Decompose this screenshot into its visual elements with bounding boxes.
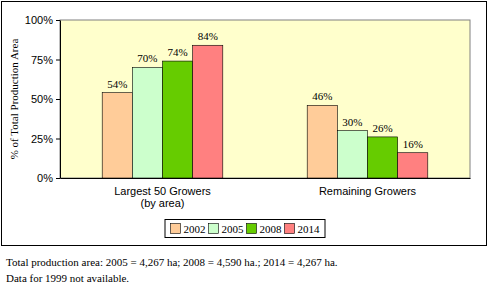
y-tick: 100% — [25, 14, 60, 26]
y-tick: 25% — [31, 133, 60, 145]
y-axis-title: % of Total Production Area — [8, 39, 20, 160]
legend-label: 2008 — [260, 223, 283, 235]
y-tick: 75% — [31, 54, 60, 66]
plot: 54% 46% 70% 30% 74% 26% 84% 16% 0% 25% 50% 75% 100% L… — [25, 14, 471, 209]
chart-frame — [2, 2, 487, 246]
x-tick-label-line: Remaining Growers — [319, 185, 417, 197]
bar — [337, 131, 367, 178]
x-tick-label-line: Largest 50 Growers — [114, 185, 211, 197]
x-tick-label: Largest 50 Growers(by area) — [114, 185, 211, 210]
legend-label: 2002 — [184, 223, 206, 235]
bars — [102, 45, 428, 178]
data-label: 70% — [137, 52, 157, 64]
data-labels: 54% 46% 70% 30% 74% 26% 84% 16% — [107, 30, 423, 149]
x-axis-line — [61, 178, 471, 179]
y-tick: 50% — [31, 93, 60, 105]
legend-swatch — [285, 224, 295, 234]
bar — [398, 153, 428, 178]
y-tick-mark — [56, 178, 60, 179]
legend-frame — [165, 220, 325, 238]
footnote: Data for 1999 not available. — [6, 272, 129, 284]
bar — [163, 61, 193, 178]
x-tick-label-line: (by area) — [140, 197, 184, 209]
data-label: 16% — [403, 138, 423, 150]
x-tick: Largest 50 Growers(by area) — [114, 185, 211, 210]
y-tick-label: 0% — [37, 172, 53, 184]
y-tick-mark — [56, 20, 60, 21]
data-label: 26% — [372, 122, 392, 134]
plot-area — [60, 20, 470, 178]
footnote: Total production area: 2005 = 4,267 ha; … — [6, 256, 338, 268]
legend-swatch — [171, 224, 181, 234]
y-tick-label: 50% — [31, 93, 53, 105]
legend-swatch — [247, 224, 257, 234]
data-label: 30% — [342, 116, 362, 128]
y-tick-label: 25% — [31, 133, 53, 145]
y-tick: 0% — [37, 172, 60, 184]
y-tick-label: 100% — [25, 14, 53, 26]
y-axis-line — [60, 21, 61, 179]
x-tick-label: Remaining Growers — [319, 185, 417, 197]
data-label: 84% — [198, 30, 218, 42]
bar — [368, 137, 398, 178]
y-tick-mark — [56, 99, 60, 100]
data-label: 46% — [312, 90, 332, 102]
bar — [307, 105, 337, 178]
legend-label: 2014 — [298, 223, 321, 235]
bar — [132, 67, 162, 178]
legend-swatch — [209, 224, 219, 234]
y-axis: 0% 25% 50% 75% 100% — [25, 14, 61, 184]
y-tick-mark — [56, 60, 60, 61]
y-tick-label: 75% — [31, 54, 53, 66]
data-label: 54% — [107, 78, 127, 90]
bar — [193, 45, 223, 178]
x-axis: Largest 50 Growers(by area) Remaining Gro… — [61, 179, 471, 210]
data-label: 74% — [167, 46, 187, 58]
legend-label: 2005 — [222, 223, 245, 235]
bar — [102, 93, 132, 178]
y-tick-mark — [56, 139, 60, 140]
x-tick: Remaining Growers — [319, 185, 417, 197]
legend: 2002 2005 2008 2014 — [165, 220, 325, 238]
